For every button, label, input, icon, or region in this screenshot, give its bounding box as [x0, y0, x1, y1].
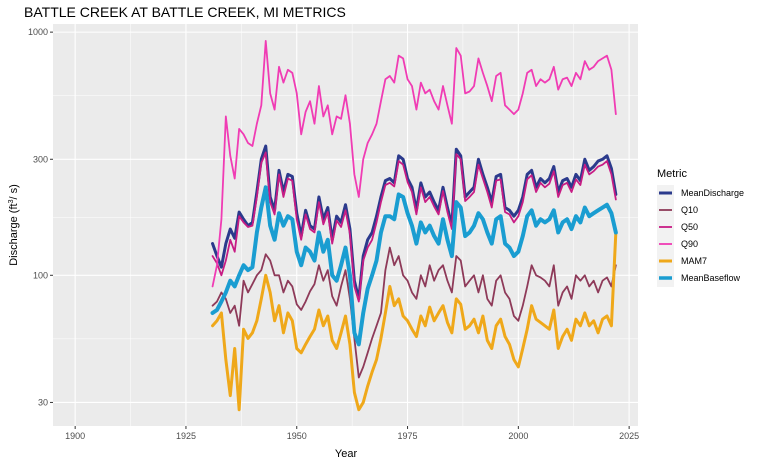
x-tick-label: 1900: [65, 431, 85, 441]
x-axis-title: Year: [335, 448, 358, 460]
y-tick-label: 300: [33, 154, 48, 164]
x-tick-label: 2025: [619, 431, 639, 441]
y-axis-title-main: Discharge (ft: [8, 203, 20, 265]
series-line-q90: [211, 40, 617, 288]
plot-panel: [53, 24, 638, 426]
y-axis-title-end: / s): [8, 184, 20, 199]
legend-label-mam7: MAM7: [681, 256, 707, 266]
axis-ticks: [50, 31, 630, 429]
legend-label-meanbaseflow: MeanBaseflow: [681, 273, 741, 283]
y-tick-label: 30: [38, 397, 48, 407]
y-axis-title: Discharge (ft3/ s): [8, 184, 20, 266]
legend-label-q10: Q10: [681, 205, 698, 215]
y-axis-title-sup: 3: [8, 199, 15, 203]
legend-items: MeanDischarge Q10 Q50 Q90 MAM7 MeanBaseflow: [657, 185, 744, 287]
y-tick-label: 100: [33, 270, 48, 280]
x-tick-label: 1950: [287, 431, 307, 441]
x-tick-label: 1925: [176, 431, 196, 441]
legend: Metric MeanDischarge Q10 Q50 Q90 MAM7 MeanBas…: [657, 168, 744, 287]
series-line-mam7: [211, 230, 618, 412]
series-layer: [210, 40, 618, 412]
tick-labels: 1900 1925 1950 1975 2000 2025 30 100 300 1000: [28, 27, 639, 441]
legend-title: Metric: [657, 168, 687, 180]
series-line-meanbaseflow: [210, 185, 618, 347]
series-line-q10: [211, 246, 617, 379]
x-tick-label: 1975: [398, 431, 418, 441]
series-line-q50: [211, 151, 617, 303]
legend-label-meandischarge: MeanDischarge: [681, 188, 744, 198]
legend-label-q50: Q50: [681, 222, 698, 232]
x-tick-label: 2000: [508, 431, 528, 441]
chart-title: BATTLE CREEK AT BATTLE CREEK, MI METRICS: [24, 4, 346, 20]
legend-label-q90: Q90: [681, 239, 698, 249]
y-tick-label: 1000: [28, 27, 48, 37]
